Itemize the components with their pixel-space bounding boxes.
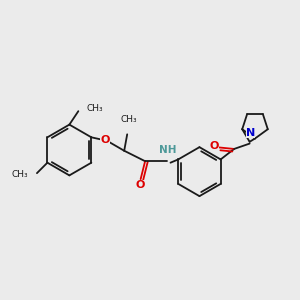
Text: CH₃: CH₃ — [87, 104, 103, 113]
Text: CH₃: CH₃ — [12, 170, 28, 179]
Text: N: N — [246, 128, 255, 138]
Text: O: O — [100, 135, 110, 145]
Text: NH: NH — [159, 145, 177, 154]
Text: O: O — [136, 180, 145, 190]
Text: O: O — [210, 141, 219, 151]
Text: CH₃: CH₃ — [120, 115, 137, 124]
